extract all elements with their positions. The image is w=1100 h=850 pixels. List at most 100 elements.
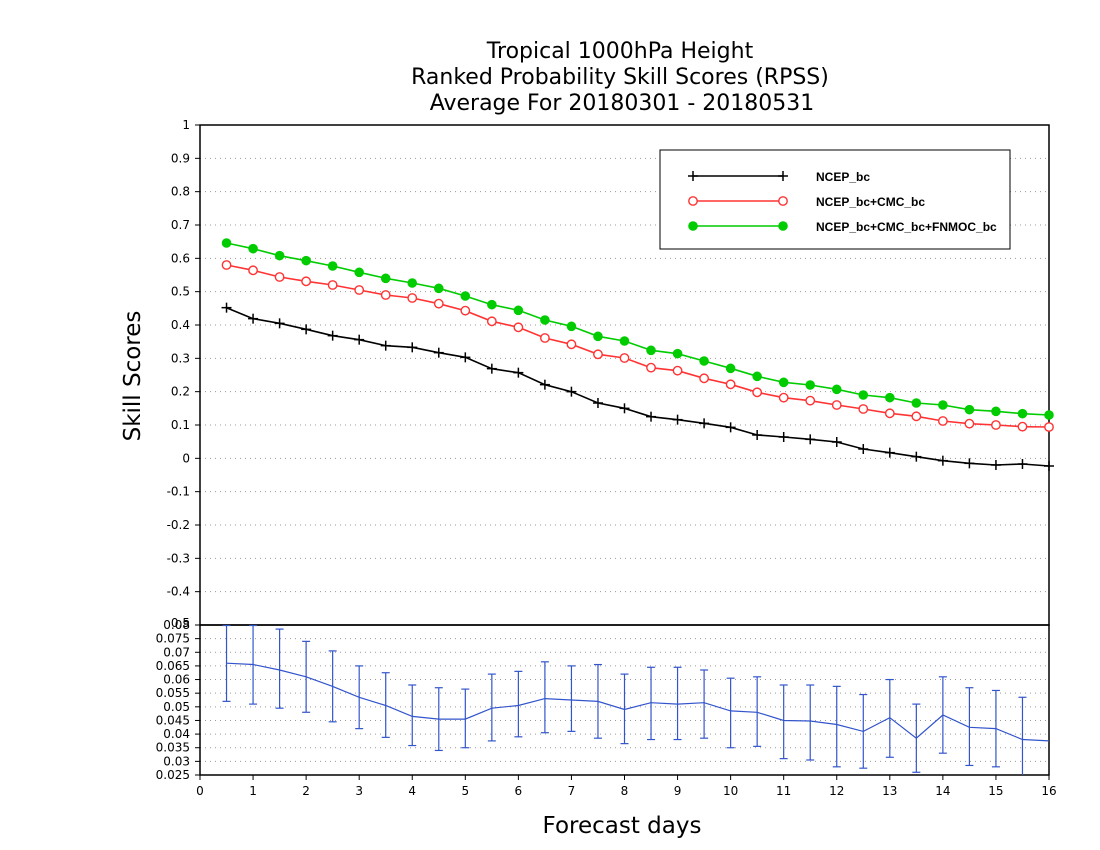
main-y-tick-label: 0.4	[171, 318, 190, 332]
lower-mean-line	[226, 662, 1050, 742]
series-1-point	[752, 387, 763, 398]
series-1-point	[1017, 421, 1028, 432]
series-1-point	[619, 353, 630, 363]
lower-y-tick-label: 0.035	[156, 741, 190, 755]
legend-marker-0	[688, 171, 698, 181]
x-tick-label: 11	[776, 784, 791, 798]
series-0-point	[486, 363, 497, 374]
series-1-point	[699, 373, 709, 384]
series-1-point	[937, 416, 948, 426]
x-tick-label: 2	[302, 784, 310, 798]
series-1-point	[354, 285, 365, 295]
main-y-tick-label: 0.3	[171, 351, 190, 365]
series-0-point	[539, 379, 550, 390]
series-2-point	[1017, 408, 1028, 419]
series-2-point	[301, 255, 311, 266]
series-0-point	[725, 422, 736, 433]
series-0-point	[592, 398, 603, 408]
main-y-tick-label: 1	[182, 118, 190, 132]
series-0-point	[1044, 461, 1054, 471]
series-2-point	[831, 384, 842, 395]
series-0-point	[1017, 459, 1028, 469]
x-tick-label: 15	[988, 784, 1003, 798]
main-y-tick-label: -0.1	[167, 485, 190, 499]
series-2-point	[513, 305, 524, 316]
series-1-point	[274, 272, 285, 282]
x-tick-label: 6	[515, 784, 523, 798]
series-2-point	[407, 278, 418, 288]
series-0-point	[513, 367, 524, 378]
series-1-point	[672, 365, 683, 376]
main-y-tick-label: 0	[182, 451, 190, 465]
chart-title-line-2: Ranked Probability Skill Scores (RPSS)	[411, 65, 829, 90]
x-tick-label: 10	[723, 784, 738, 798]
series-2-point	[248, 243, 258, 254]
legend-label-ncep-bc: NCEP_bc	[816, 170, 870, 184]
series-2-point	[752, 371, 762, 382]
series-2-point	[646, 345, 656, 356]
series-2-point	[938, 400, 948, 410]
series-0-point	[460, 352, 471, 363]
main-y-tick-label: 0.6	[171, 251, 190, 265]
main-y-tick-label: -0.2	[167, 518, 190, 532]
series-2-point	[221, 238, 232, 248]
x-tick-label: 4	[408, 784, 416, 798]
lower-y-tick-label: 0.06	[163, 673, 190, 687]
series-1-point	[327, 280, 338, 290]
legend-marker-0	[778, 171, 788, 181]
chart-title-line-1: Tropical 1000hPa Height	[486, 39, 754, 64]
series-2-point	[778, 377, 789, 388]
lower-y-tick-label: 0.08	[163, 618, 190, 632]
x-tick-label: 16	[1041, 784, 1056, 798]
x-tick-label: 5	[461, 784, 469, 798]
chart-title-line-3: Average For 20180301 - 20180531	[430, 91, 815, 116]
x-tick-label: 8	[621, 784, 629, 798]
series-1-point	[566, 339, 577, 350]
legend-label-ncep-cmc: NCEP_bc+CMC_bc	[816, 195, 925, 209]
x-tick-label: 9	[674, 784, 682, 798]
series-1-point	[248, 265, 258, 276]
series-1-point	[725, 379, 736, 390]
series-2-point	[858, 390, 869, 400]
series-0-point	[752, 430, 763, 440]
series-0-point	[380, 340, 391, 351]
lower-y-tick-label: 0.045	[156, 713, 190, 727]
legend-marker-1	[688, 196, 698, 206]
series-2-point	[354, 267, 364, 278]
series-1-point	[513, 322, 524, 333]
series-0-point	[884, 447, 895, 458]
lower-y-tick-label: 0.03	[163, 754, 190, 768]
series-2-point	[672, 348, 683, 359]
series-0-point	[221, 302, 232, 313]
x-tick-label: 14	[935, 784, 950, 798]
x-tick-label: 0	[196, 784, 204, 798]
main-y-tick-label: 0.5	[171, 285, 190, 299]
main-y-tick-label: 0.9	[171, 151, 190, 165]
x-tick-label: 7	[568, 784, 576, 798]
main-y-tick-label: 0.7	[171, 218, 190, 232]
series-0-point	[911, 451, 922, 462]
lower-y-tick-label: 0.025	[156, 768, 190, 782]
series-1-point	[884, 408, 895, 419]
main-y-axis: -0.4 -0.3 -0.2 -0.1 0 0.1 0.2 0.3 0.4 0.5 0.6 0.7 0.…	[167, 118, 200, 626]
series-2-point	[593, 331, 603, 342]
series-2-point	[725, 363, 736, 374]
lower-y-tick-label: 0.065	[156, 659, 190, 673]
series-1-point	[593, 349, 603, 360]
x-tick-label: 1	[249, 784, 257, 798]
series-1-point	[433, 298, 444, 309]
legend-marker-1	[778, 196, 788, 206]
series-0-point	[937, 455, 948, 466]
series-0-point	[858, 444, 869, 454]
series-2-point	[460, 291, 471, 301]
x-axis-label: Forecast days	[543, 813, 702, 839]
series-2-point	[274, 250, 285, 261]
lower-y-tick-label: 0.075	[156, 632, 190, 646]
series-2-point	[380, 273, 391, 284]
main-y-tick-label: 0.2	[171, 385, 190, 399]
series-0-point	[274, 318, 285, 329]
lower-y-axis: 0.0250.030.0350.040.0450.050.0550.060.06…	[156, 616, 200, 782]
series-0-point	[964, 458, 975, 469]
series-2-point	[991, 406, 1001, 417]
